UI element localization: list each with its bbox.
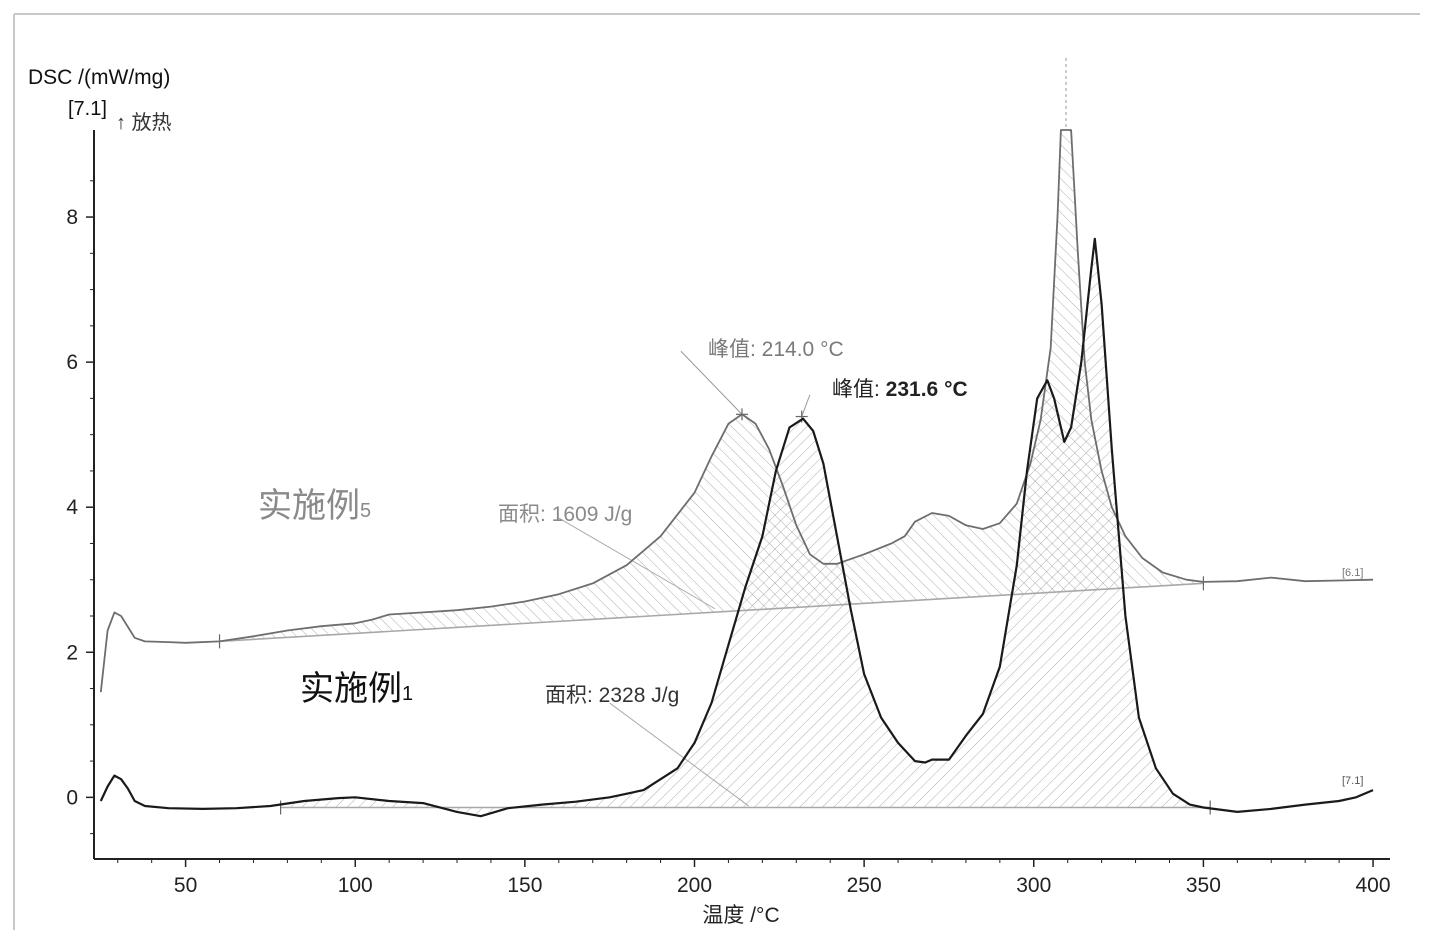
y-tick-label: 8 — [66, 206, 78, 229]
hatched-peak-areas — [220, 130, 1211, 816]
x-tick-label: 100 — [338, 874, 373, 897]
y-tick-label: 0 — [66, 786, 78, 809]
area-annotation-5: 面积: 1609 J/g — [498, 503, 632, 526]
area-annotation-1: 面积: 2328 J/g — [545, 684, 679, 707]
peak-annotation-1: 峰值: 231.6 °C — [832, 378, 968, 401]
exothermic-direction-label: ↑ 放热 — [116, 111, 172, 134]
x-tick-label: 200 — [677, 874, 712, 897]
peak-annotation-5: 峰值: 214.0 °C — [708, 338, 844, 361]
y-axis-note: [7.1] — [68, 98, 107, 120]
y-axis-label: DSC /(mW/mg) — [28, 66, 170, 89]
peak-leader-line — [802, 395, 810, 417]
x-tick-label: 350 — [1186, 874, 1221, 897]
y-tick-label: 6 — [66, 351, 78, 374]
x-tick-label: 250 — [847, 874, 882, 897]
y-tick-label: 4 — [66, 496, 78, 519]
x-axis-label: 温度 /°C — [702, 904, 779, 927]
series-label-5: 实施例5 — [258, 487, 371, 525]
series-end-tag-1: [7.1] — [1342, 775, 1363, 787]
x-tick-label: 300 — [1016, 874, 1051, 897]
x-tick-label: 150 — [507, 874, 542, 897]
x-tick-label: 400 — [1356, 874, 1391, 897]
x-tick-label: 50 — [174, 874, 197, 897]
series-label-1: 实施例1 — [300, 670, 413, 708]
y-tick-label: 2 — [66, 641, 78, 664]
series-end-tag-5: [6.1] — [1342, 567, 1363, 579]
